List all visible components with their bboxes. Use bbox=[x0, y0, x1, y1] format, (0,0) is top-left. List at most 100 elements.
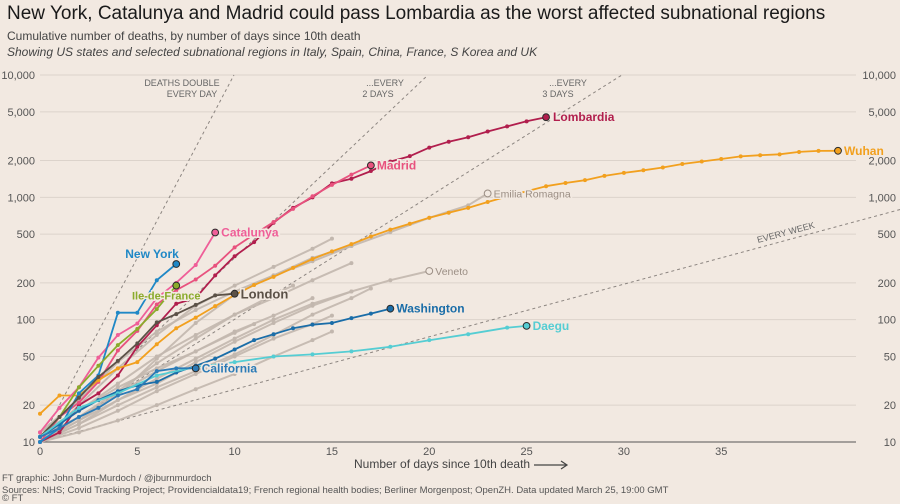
data-point bbox=[271, 332, 276, 337]
x-tick-label: 35 bbox=[715, 446, 727, 458]
data-point bbox=[271, 220, 276, 225]
data-point bbox=[310, 257, 315, 262]
data-point bbox=[621, 170, 626, 175]
series-end-marker bbox=[425, 267, 434, 275]
data-point bbox=[310, 296, 315, 301]
y-tick-label-left: 500 bbox=[17, 229, 35, 241]
data-point bbox=[76, 422, 81, 427]
y-tick-label-right: 50 bbox=[884, 351, 896, 363]
data-point bbox=[76, 415, 81, 420]
y-tick-label-right: 10,000 bbox=[862, 70, 896, 82]
data-point bbox=[232, 312, 237, 317]
data-point bbox=[193, 320, 198, 325]
data-point bbox=[115, 373, 120, 378]
data-point bbox=[76, 391, 81, 396]
data-point bbox=[135, 341, 140, 346]
ref-label-line: ...EVERY bbox=[366, 78, 404, 88]
data-point bbox=[115, 366, 120, 371]
chart-subtitle: Cumulative number of deaths, by number o… bbox=[7, 29, 361, 43]
data-point bbox=[271, 264, 276, 269]
data-point bbox=[115, 310, 120, 315]
series-label: Wuhan bbox=[844, 144, 884, 158]
series-label: Washington bbox=[396, 302, 464, 316]
data-point bbox=[310, 352, 315, 357]
data-point bbox=[291, 326, 296, 331]
data-point bbox=[154, 342, 159, 347]
data-point bbox=[291, 283, 296, 288]
data-point bbox=[174, 366, 179, 371]
data-point bbox=[38, 411, 42, 416]
data-point bbox=[76, 405, 81, 410]
data-point bbox=[388, 344, 393, 349]
series-line bbox=[39, 164, 372, 443]
data-point bbox=[505, 325, 510, 330]
data-point bbox=[310, 278, 315, 283]
y-tick-label-left: 2,000 bbox=[7, 156, 35, 168]
data-point bbox=[524, 189, 529, 194]
data-point bbox=[329, 329, 334, 334]
data-point bbox=[154, 389, 159, 394]
data-point bbox=[135, 321, 140, 326]
data-point bbox=[154, 385, 159, 390]
y-tick-label-left: 5,000 bbox=[7, 107, 35, 119]
footer-copyright: © FT bbox=[2, 493, 24, 504]
data-point bbox=[115, 403, 120, 408]
data-point bbox=[388, 159, 393, 164]
data-point bbox=[291, 265, 296, 270]
data-point bbox=[310, 301, 315, 306]
ref-label-every-2-days: ...EVERY 2 DAYS bbox=[362, 78, 404, 99]
series-end-marker bbox=[386, 304, 395, 313]
data-point bbox=[193, 302, 198, 307]
data-point bbox=[329, 236, 334, 241]
data-point bbox=[232, 330, 237, 335]
data-point bbox=[349, 349, 354, 354]
data-point bbox=[115, 398, 120, 403]
data-point bbox=[193, 336, 198, 341]
data-point bbox=[57, 430, 62, 435]
data-point bbox=[76, 400, 81, 405]
data-point bbox=[252, 232, 257, 237]
series-label: New York bbox=[125, 247, 179, 261]
data-point bbox=[544, 184, 549, 189]
data-point bbox=[446, 210, 451, 215]
series-end-marker bbox=[211, 228, 220, 237]
data-point bbox=[154, 403, 159, 408]
data-point bbox=[213, 273, 218, 278]
data-point bbox=[368, 311, 373, 316]
y-tick-label-left: 50 bbox=[23, 351, 35, 363]
data-point bbox=[174, 312, 179, 317]
data-point bbox=[310, 246, 315, 251]
data-point bbox=[291, 206, 296, 211]
series-line bbox=[39, 287, 372, 443]
series-end-marker bbox=[191, 364, 200, 373]
chart-title: New York, Catalunya and Madrid could pas… bbox=[7, 3, 826, 24]
data-point bbox=[213, 304, 218, 309]
y-tick-label-right: 500 bbox=[878, 229, 896, 241]
data-point bbox=[115, 332, 120, 337]
series-label: Veneto bbox=[435, 266, 468, 278]
data-point bbox=[446, 139, 451, 144]
ref-label-line: 2 DAYS bbox=[362, 89, 393, 99]
data-point bbox=[310, 194, 315, 199]
data-point bbox=[310, 338, 315, 343]
data-point bbox=[154, 379, 159, 384]
data-point bbox=[349, 296, 354, 301]
data-point bbox=[349, 261, 354, 266]
series-end-marker bbox=[172, 260, 181, 268]
series-line bbox=[39, 297, 313, 443]
data-point bbox=[271, 336, 276, 341]
footer-credit: FT graphic: John Burn-Murdoch / @jburnmu… bbox=[2, 473, 212, 484]
data-point bbox=[115, 393, 120, 398]
data-point bbox=[232, 336, 237, 341]
data-point bbox=[76, 418, 81, 423]
data-point bbox=[193, 315, 198, 320]
data-point bbox=[193, 371, 198, 376]
series-end-marker bbox=[542, 113, 550, 122]
y-tick-label-left: 10,000 bbox=[1, 70, 35, 82]
x-tick-label: 5 bbox=[134, 446, 140, 458]
ref-label-doubling-every-day: DEATHS DOUBLE EVERY DAY bbox=[144, 78, 219, 99]
y-tick-label-left: 100 bbox=[17, 315, 35, 327]
x-tick-label: 0 bbox=[37, 446, 43, 458]
data-point bbox=[777, 152, 782, 157]
